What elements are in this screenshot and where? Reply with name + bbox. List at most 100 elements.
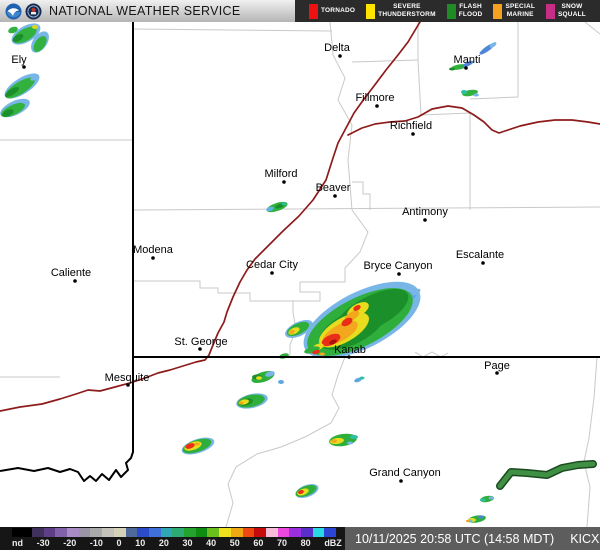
county-boundary-line (225, 356, 346, 527)
radar-map: Ely Delta Manti Fillmore Richfield Milford Bea… (0, 22, 600, 527)
colorbar-segment (207, 528, 220, 537)
city-label: Ely (11, 54, 27, 66)
city-dot (151, 256, 155, 260)
colorbar-segment (31, 528, 44, 537)
radar-echo (281, 202, 287, 206)
city-dot (423, 218, 427, 222)
radar-echo (238, 401, 244, 405)
colorbar-segment (219, 528, 231, 537)
radar-echo (354, 377, 362, 383)
county-boundary-line (293, 209, 369, 302)
legend-label: TORNADO (321, 7, 356, 15)
flood-warning-polygon (497, 461, 596, 489)
city-dot (333, 194, 337, 198)
highway-line (0, 22, 421, 412)
city-label: St. George (174, 336, 227, 348)
legend-swatch (446, 3, 456, 19)
city-dot (282, 180, 286, 184)
radar-echo (30, 75, 38, 81)
colorbar-tick: -20 (63, 538, 77, 548)
colorbar-tick: -10 (89, 538, 103, 548)
colorbar-tick: 80 (300, 538, 311, 548)
city-label: Grand Canyon (369, 467, 441, 479)
city-dot (481, 261, 485, 265)
commerce-seal-icon (25, 3, 42, 19)
colorbar-segment (312, 528, 325, 537)
radar-echo (331, 439, 337, 443)
colorbar-segment (12, 528, 32, 537)
colorbar-segment (172, 528, 185, 537)
city-dot (338, 54, 342, 58)
reflectivity-colorbar (12, 528, 337, 537)
radar-echo (33, 36, 47, 52)
city-dot (22, 65, 26, 69)
colorbar-segment (277, 528, 290, 537)
county-boundary-line (584, 22, 600, 35)
city-label: Modena (133, 244, 174, 256)
bottom-bar: nd -30 -20 -10 0 10 20 30 40 50 60 70 80 dBZ 10/11/20… (0, 527, 600, 550)
colorbar-segment (301, 528, 313, 537)
city-dot (464, 66, 468, 70)
radar-echo (488, 496, 494, 500)
legend-label: SPECIAL MARINE (505, 3, 536, 18)
radar-echo (289, 329, 295, 335)
city-label: Cedar City (246, 259, 298, 271)
legend-item-special-marine: SPECIAL MARINE (493, 3, 535, 19)
colorbar-tick: 20 (158, 538, 169, 548)
county-boundary-line (132, 206, 600, 211)
reflectivity-scale: nd -30 -20 -10 0 10 20 30 40 50 60 70 80 dBZ (0, 527, 345, 550)
legend-label: SNOW SQUALL (558, 3, 586, 18)
warning-legend: TORNADO SEVERE THUNDERSTORM FLASH FLOOD SPECI… (295, 0, 600, 22)
radar-echo (319, 352, 325, 356)
colorbar-segment (242, 528, 255, 537)
radar-echo (449, 67, 455, 71)
colorbar-segment (67, 528, 79, 537)
radar-station-label: KICX (570, 531, 600, 546)
city-dot (399, 479, 403, 483)
county-boundary-line (469, 22, 519, 100)
city-label: Mesquite (105, 372, 150, 384)
radar-echo (341, 317, 353, 327)
radar-echo (329, 339, 337, 345)
colorbar-tick: nd (12, 538, 23, 548)
header-bar: NATIONAL WEATHER SERVICE TORNADO SEVERE TH… (0, 0, 600, 22)
timestamp-label: 10/11/2025 20:58 UTC (14:58 MDT) (355, 531, 555, 546)
highway-line (347, 105, 600, 136)
radar-echo (185, 443, 195, 449)
header-branding: NATIONAL WEATHER SERVICE (0, 0, 295, 22)
city-label: Delta (324, 42, 351, 54)
radar-echo (466, 519, 470, 523)
radar-echo (8, 26, 18, 34)
legend-item-flash-flood: FLASH FLOOD (446, 3, 483, 19)
radar-echo (256, 376, 262, 380)
radar-echo (312, 349, 320, 355)
city-dot (270, 271, 274, 275)
city-dot (347, 355, 351, 359)
colorbar-segment (148, 528, 161, 537)
legend-item-tornado: TORNADO (309, 3, 356, 19)
legend-swatch (309, 3, 318, 19)
county-boundary-line (414, 351, 449, 358)
colorbar-segment (113, 528, 126, 537)
reflectivity-ticks: nd -30 -20 -10 0 10 20 30 40 50 60 70 80 dBZ (12, 537, 342, 549)
city-dot (126, 383, 130, 387)
city-label: Manti (454, 54, 481, 66)
radar-echo (473, 93, 479, 97)
legend-swatch (366, 3, 376, 19)
city-label: Page (484, 360, 510, 372)
county-boundary-line (329, 22, 353, 211)
radar-echo (298, 490, 304, 494)
radar-echo (265, 371, 275, 377)
radar-echo (266, 206, 274, 212)
colorbar-tick: dBZ (324, 538, 342, 548)
radar-echo (411, 288, 421, 296)
radar-echo (353, 305, 361, 311)
city-dot (411, 132, 415, 136)
colorbar-tick: 40 (206, 538, 217, 548)
county-boundary-line (417, 22, 471, 210)
radar-echo (480, 498, 486, 502)
radar-echo (461, 90, 467, 94)
city-label: Bryce Canyon (363, 260, 432, 272)
radar-echo (5, 87, 19, 97)
city-dot (397, 272, 401, 276)
